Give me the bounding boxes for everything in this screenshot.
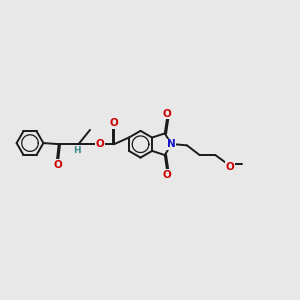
- Text: O: O: [225, 162, 234, 172]
- Text: O: O: [163, 170, 172, 180]
- Text: O: O: [163, 109, 172, 118]
- Text: O: O: [96, 139, 104, 149]
- Text: O: O: [54, 160, 62, 170]
- Text: H: H: [73, 146, 80, 155]
- Text: O: O: [110, 118, 118, 128]
- Text: N: N: [167, 139, 176, 149]
